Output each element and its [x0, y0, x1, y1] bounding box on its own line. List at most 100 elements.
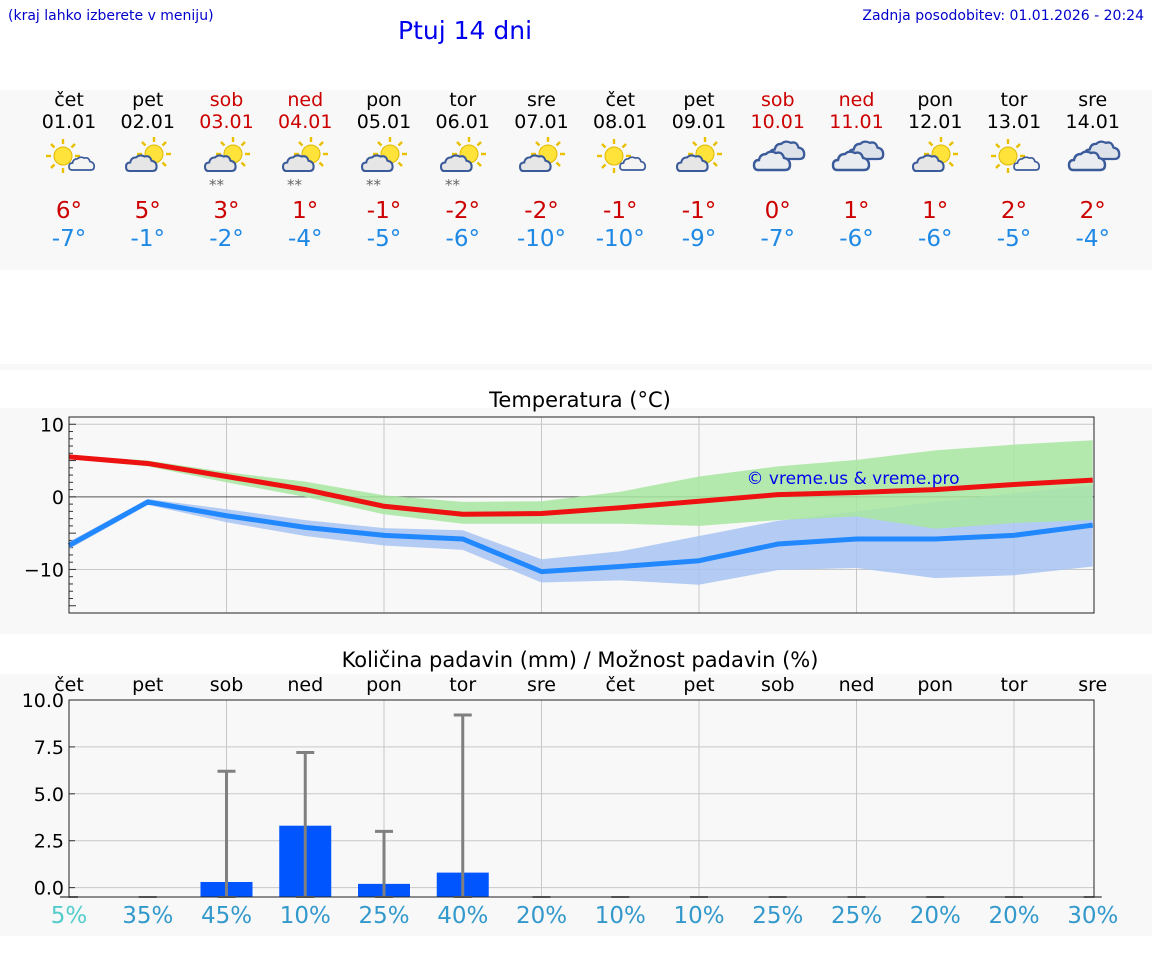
min-temperature: -7° [760, 226, 795, 252]
y-tick-label: 0.0 [34, 878, 64, 900]
precipitation-day-label: pet [132, 674, 164, 696]
cloud-sun-snow-icon: ** [282, 137, 329, 186]
min-temperature: -5° [366, 226, 402, 252]
day-column: pet 02.01 [108, 89, 188, 133]
max-temperature: 3° [213, 198, 240, 224]
precipitation-day-label: tor [449, 674, 477, 696]
precipitation-probability: 20% [909, 903, 961, 929]
min-temperature: -6° [445, 226, 480, 252]
day-date: 10.01 [750, 111, 805, 133]
precipitation-day-label: tor [1000, 674, 1028, 696]
min-temperature: -9° [681, 226, 717, 252]
plot-frame [68, 699, 1095, 898]
day-name: ned [287, 89, 324, 111]
cloud-sun-icon [912, 137, 959, 173]
max-temperature: -1° [366, 198, 402, 224]
precipitation-probability: 20% [515, 903, 568, 929]
precipitation-day-label: ned [287, 674, 324, 696]
y-tick-label: 10.0 [22, 690, 64, 712]
day-name: pet [683, 89, 715, 111]
y-tick-label: 5.0 [34, 784, 64, 806]
min-temperature: -4° [1075, 226, 1110, 252]
day-column: pon 05.01 [344, 89, 424, 133]
day-name: pon [366, 89, 402, 111]
precipitation-day-label: ned [838, 674, 875, 696]
watermark: © vreme.us & vreme.pro [746, 469, 959, 489]
page-title: Ptuj 14 dni [398, 16, 533, 45]
day-date: 07.01 [514, 111, 569, 133]
precipitation-probability: 25% [358, 903, 410, 929]
max-temperature: 2° [1000, 198, 1028, 224]
cloud-sun-snow-icon: ** [360, 137, 407, 186]
day-date: 09.01 [671, 111, 727, 133]
last-updated: Zadnja posodobitev: 01.01.2026 - 20:24 [862, 8, 1144, 24]
max-temperature: 2° [1079, 198, 1106, 224]
precipitation-day-label: čet [54, 674, 84, 696]
y-tick-label: −10 [24, 559, 64, 581]
max-temperature-band [69, 440, 1093, 529]
snowflake-icon: ** [366, 176, 382, 186]
precipitation-panel [0, 674, 1152, 936]
precipitation-day-label: sob [760, 674, 795, 696]
day-column: sob 03.01 [187, 89, 267, 133]
day-date: 03.01 [199, 111, 254, 133]
overcast-icon [831, 140, 884, 172]
temperature-chart-title: Temperatura (°C) [489, 388, 671, 412]
precipitation-probability: 10% [279, 903, 331, 929]
y-tick-label: 7.5 [34, 737, 64, 759]
precipitation-probability: 45% [200, 903, 253, 929]
plot-frame [68, 416, 1095, 614]
cloud-sun-icon [518, 137, 565, 173]
min-temperature-band [69, 485, 1093, 585]
day-name: tor [1000, 89, 1028, 111]
day-name: tor [449, 89, 477, 111]
daily-forecast-panel [0, 90, 1152, 270]
precipitation-day-label: sob [209, 674, 244, 696]
min-temperature: -2° [209, 226, 244, 252]
min-temperature-line [67, 499, 1094, 575]
precipitation-probability: 40% [437, 903, 489, 929]
day-name: sre [527, 89, 556, 111]
precipitation-probability: 25% [752, 903, 804, 929]
temperature-chart: 10 0 −10 © vreme.us & vreme.pro [24, 414, 1095, 614]
precipitation-probability: 35% [122, 903, 174, 929]
divider [0, 364, 1152, 370]
day-name: čet [605, 89, 636, 111]
max-temperature: 1° [922, 198, 949, 224]
sun-cloud-icon [991, 139, 1041, 173]
precipitation-probability: 30% [1067, 903, 1119, 929]
y-tick-label: 10 [40, 414, 64, 436]
sun-cloud-icon [597, 139, 647, 173]
day-name: sre [1078, 89, 1108, 111]
day-date: 12.01 [908, 111, 963, 133]
precipitation-probability: 25% [830, 903, 883, 929]
min-temperature: -6° [839, 226, 874, 252]
min-temperature: -1° [130, 226, 165, 252]
precipitation-day-label: pon [917, 674, 954, 696]
max-temperature: 6° [55, 198, 83, 224]
max-temperature: 1° [843, 198, 870, 224]
day-column: sre 14.01 [1053, 89, 1133, 133]
max-temperature: -2° [445, 198, 480, 224]
day-column: pon 12.01 [895, 89, 975, 133]
precipitation-day-label: pon [366, 674, 402, 696]
snowflake-icon: ** [209, 176, 225, 186]
day-name: sob [760, 89, 795, 111]
day-name: čet [54, 89, 84, 111]
day-column: ned 04.01 [265, 89, 345, 133]
day-column: ned 11.01 [817, 89, 897, 133]
day-name: pet [132, 89, 164, 111]
precipitation-probability: 10% [594, 903, 646, 929]
day-column: sre 07.01 [502, 89, 582, 133]
precipitation-day-label: pet [683, 674, 715, 696]
min-temperature: -6° [918, 226, 953, 252]
day-date: 02.01 [120, 111, 175, 133]
min-temperature: -7° [51, 226, 87, 252]
cloud-sun-snow-icon: ** [203, 137, 250, 186]
y-tick-label: 0 [52, 487, 64, 509]
day-date: 06.01 [435, 111, 490, 133]
region-menu-link[interactable]: (kraj lahko izberete v meniju) [8, 8, 214, 24]
y-tick-label: 2.5 [34, 831, 64, 853]
day-date: 01.01 [41, 111, 97, 133]
precipitation-probability: 10% [673, 903, 725, 929]
